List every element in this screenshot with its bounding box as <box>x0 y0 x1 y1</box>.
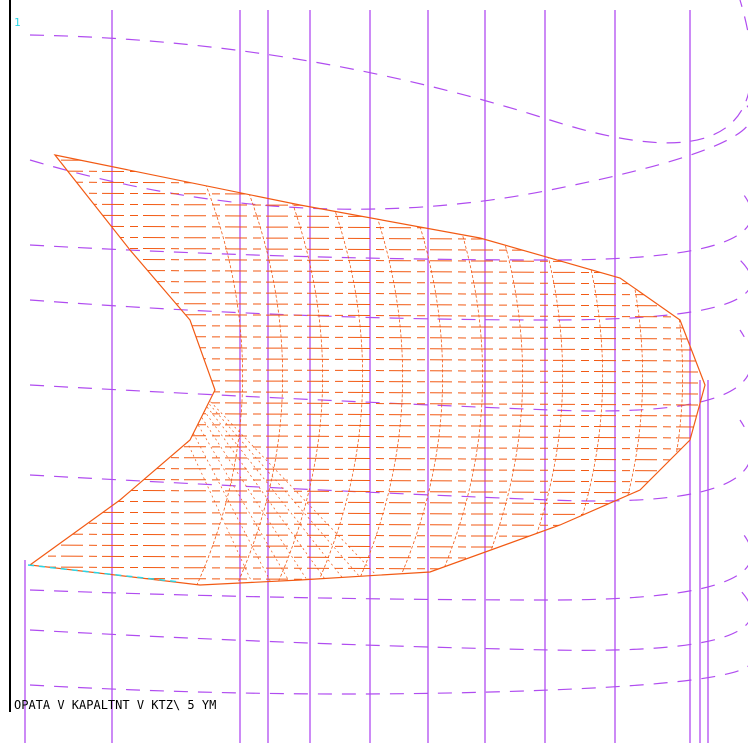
wire-hline <box>20 523 710 526</box>
wire-diag <box>55 203 340 600</box>
wireframe-outline <box>30 155 705 585</box>
wire-hline <box>20 556 710 559</box>
wire-hline <box>20 380 710 383</box>
mesh-curves <box>30 0 748 694</box>
wire-hline <box>20 248 710 251</box>
wire-hline <box>20 314 710 317</box>
wire-arc <box>190 170 243 600</box>
dashed-curve <box>30 100 748 209</box>
wire-arc <box>510 170 563 600</box>
wire-hline <box>20 391 710 394</box>
dashed-curve <box>30 650 748 694</box>
wire-hline <box>20 193 710 196</box>
dashed-curve <box>30 530 748 600</box>
wire-hline <box>20 160 710 163</box>
wire-arc <box>550 170 603 600</box>
wire-hline <box>20 281 710 284</box>
wire-hline <box>20 171 710 174</box>
wire-hline <box>20 490 710 493</box>
wire-hline <box>20 446 710 449</box>
wire-diag <box>55 155 260 600</box>
wire-hline <box>20 347 710 350</box>
wire-hline <box>20 468 710 471</box>
wire-diag <box>55 215 360 600</box>
wire-hline <box>20 402 710 405</box>
wire-diag <box>55 179 300 600</box>
dashed-curve <box>30 420 748 501</box>
status-text: OPATA V KAPALTNT V KTZ\ 5 YM <box>14 698 216 712</box>
wire-hline <box>20 204 710 207</box>
dashed-curve <box>30 260 748 320</box>
wire-hline <box>20 567 710 570</box>
wire-hline <box>20 237 710 240</box>
viewport: 1 OPATA V KAPALTNT V KTZ\ 5 YM <box>0 0 748 743</box>
wire-hline <box>20 479 710 482</box>
wire-hline <box>20 413 710 416</box>
wire-hline <box>20 292 710 295</box>
page: 1 OPATA V KAPALTNT V KTZ\ 5 YM (() => { … <box>0 0 748 743</box>
wire-hline <box>20 435 710 438</box>
viewport-label: 1 <box>14 16 21 29</box>
wire-hline <box>20 369 710 372</box>
dashed-curve <box>30 590 748 650</box>
mesh-verticals <box>25 10 708 743</box>
dashed-curve <box>30 0 748 143</box>
wire-hline <box>20 303 710 306</box>
wire-hline <box>20 270 710 273</box>
wire-hline <box>20 589 710 592</box>
wire-arc <box>630 170 683 600</box>
wire-hline <box>20 358 710 361</box>
wire-hline <box>20 325 710 328</box>
wireframe <box>20 155 710 600</box>
wire-hline <box>20 578 710 581</box>
wire-hline <box>20 545 710 548</box>
wire-arc <box>590 170 643 600</box>
wire-hline <box>20 512 710 515</box>
wire-hline <box>20 457 710 460</box>
wire-hline <box>20 424 710 427</box>
wire-hline <box>20 226 710 229</box>
wire-hline <box>20 534 710 537</box>
wire-hline <box>20 336 710 339</box>
